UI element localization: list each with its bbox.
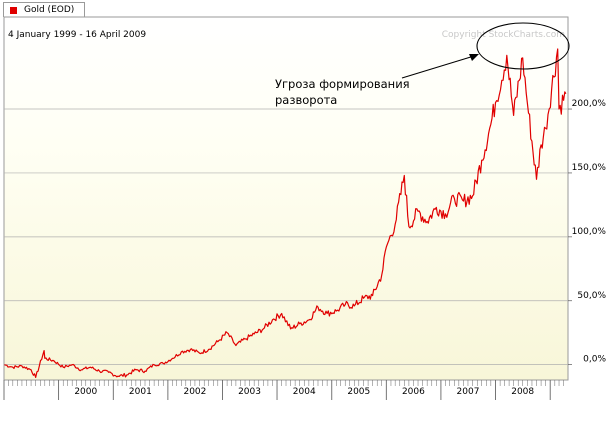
x-tick-label: 2006 — [402, 387, 425, 397]
annotation-ellipse — [476, 22, 570, 70]
annotation-arrow — [401, 55, 475, 79]
y-tick-label: 150,0% — [572, 163, 607, 173]
x-tick-label: 2002 — [183, 387, 206, 397]
x-tick-label: 2005 — [347, 387, 370, 397]
legend-label: Gold (EOD) — [24, 5, 75, 15]
date-range-label: 4 January 1999 - 16 April 2009 — [8, 30, 146, 40]
y-tick-label: 50,0% — [577, 291, 606, 301]
x-tick-label: 2000 — [74, 387, 97, 397]
x-tick-label: 2007 — [457, 387, 480, 397]
annotation-line-1: Угроза формирования — [275, 77, 410, 91]
x-tick-label: 2004 — [293, 387, 316, 397]
series-line-gold — [4, 48, 567, 378]
annotation-arrowhead — [469, 54, 479, 61]
x-tick-label: 2003 — [238, 387, 261, 397]
annotation-line-2: разворота — [275, 93, 337, 107]
x-tick-label: 2008 — [511, 387, 534, 397]
y-tick-label: 200,0% — [572, 99, 607, 109]
x-tick-label: 2001 — [129, 387, 152, 397]
y-tick-label: 0,0% — [583, 355, 606, 365]
legend-tab: Gold (EOD) — [3, 2, 85, 17]
y-tick-label: 100,0% — [572, 227, 607, 237]
plot-background — [3, 16, 569, 381]
watermark: Copyright StockCharts.com — [442, 30, 565, 40]
legend-swatch-icon — [10, 7, 17, 14]
